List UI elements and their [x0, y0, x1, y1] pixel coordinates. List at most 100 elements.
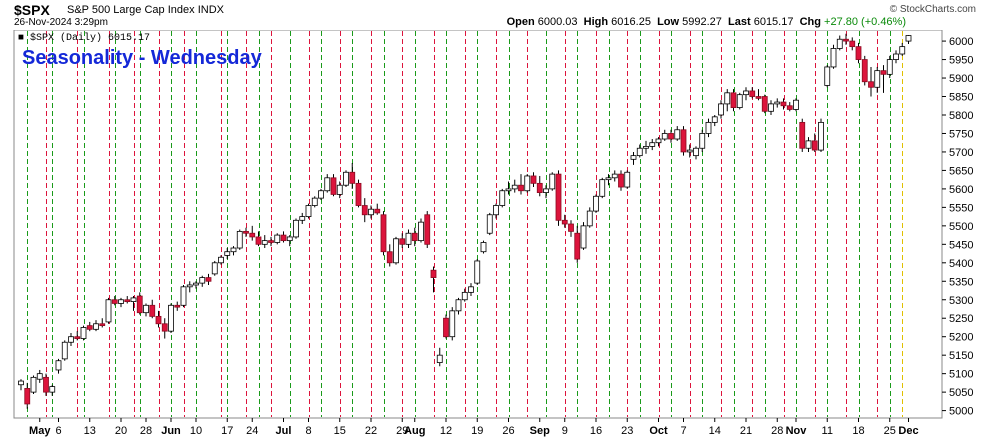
- candle-body: [855, 46, 862, 60]
- candle-body: [168, 304, 174, 332]
- x-tick-label: 22: [365, 425, 377, 437]
- candle-body: [774, 101, 781, 105]
- candle-body: [680, 129, 687, 153]
- candle-body: [86, 325, 93, 330]
- candle-body: [430, 269, 437, 278]
- candle-body: [474, 260, 481, 284]
- symbol-label: $SPX: [14, 2, 50, 18]
- candle-body: [549, 173, 556, 190]
- candle-body: [543, 188, 549, 193]
- candle-body: [593, 195, 599, 212]
- x-tick-label: 11: [822, 425, 833, 437]
- candle-body: [286, 236, 293, 242]
- candle-body: [649, 142, 656, 147]
- candle-body: [99, 323, 106, 327]
- x-tick-label: Oct: [649, 425, 668, 437]
- candle-body: [180, 286, 187, 306]
- candle-body: [161, 323, 168, 332]
- y-tick-label: 5250: [949, 313, 973, 325]
- candle-body: [143, 304, 149, 314]
- candle-body: [793, 99, 799, 110]
- candle-body: [705, 121, 712, 134]
- candle-body: [55, 360, 62, 371]
- candle-body: [186, 284, 193, 288]
- candle-body: [518, 184, 524, 192]
- candle-body: [374, 208, 381, 214]
- candle-body: [724, 92, 731, 105]
- x-tick-label: 24: [246, 425, 258, 437]
- candle-body: [249, 232, 256, 238]
- exchange-label: INDX: [197, 4, 224, 16]
- candle-body: [399, 238, 406, 245]
- candle-body: [686, 149, 693, 153]
- x-tick-label: Jul: [276, 425, 292, 437]
- candle-body: [636, 147, 643, 157]
- candle-body: [443, 317, 449, 338]
- candle-body: [224, 251, 231, 256]
- candle-body: [205, 277, 212, 282]
- candle-body: [130, 297, 137, 302]
- candle-body: [243, 230, 249, 234]
- x-tick-label: 7: [680, 425, 686, 437]
- candlestick-chart: 5000 5050 5100 5150 5200 5250 5300 5350 5400 5450…: [13, 30, 973, 437]
- candle-body: [768, 103, 774, 112]
- x-tick-label: Nov: [786, 425, 808, 437]
- candle-body: [461, 291, 468, 301]
- candle-body: [618, 173, 624, 188]
- candle-body: [193, 282, 199, 286]
- candle-body: [830, 48, 837, 68]
- candle-body: [849, 40, 856, 48]
- candle-body: [749, 90, 756, 97]
- candle-body: [211, 262, 218, 275]
- candle-body: [836, 38, 843, 49]
- candle-body: [149, 304, 156, 317]
- x-tick-label: 17: [221, 425, 233, 437]
- candle-body: [468, 286, 474, 293]
- candle-body: [811, 140, 818, 151]
- candle-body: [255, 236, 262, 245]
- candle-body: [380, 214, 387, 253]
- candle-body: [230, 247, 237, 253]
- legend-label: ■ $SPX (Daily) 6015.17: [18, 32, 150, 44]
- candle-body: [111, 299, 118, 304]
- y-tick-label: 5900: [949, 73, 973, 85]
- candle-body: [880, 70, 887, 75]
- candle-body: [805, 140, 812, 149]
- candle-body: [874, 70, 881, 88]
- candle-body: [536, 182, 543, 193]
- candle-body: [361, 205, 368, 216]
- x-tick-label: Dec: [898, 425, 918, 437]
- stockcharts-brand: © StockCharts.com: [889, 4, 976, 15]
- candle-body: [293, 219, 299, 238]
- candle-body: [493, 205, 499, 216]
- x-tick-label: 20: [115, 425, 127, 437]
- candle-body: [886, 59, 893, 75]
- candle-body: [30, 376, 37, 393]
- candle-body: [80, 327, 87, 339]
- x-tick-label: 19: [471, 425, 483, 437]
- candle-body: [843, 38, 849, 42]
- x-tick-label: 28: [771, 425, 783, 437]
- y-tick-label: 5500: [949, 221, 973, 233]
- candle-body: [49, 386, 56, 393]
- candle-body: [424, 214, 431, 245]
- candle-body: [561, 219, 568, 225]
- candle-body: [343, 171, 349, 186]
- candle-body: [368, 208, 374, 216]
- y-tick-label: 5000: [949, 406, 973, 418]
- candle-body: [580, 225, 587, 249]
- candle-body: [655, 138, 662, 144]
- candle-body: [586, 210, 593, 227]
- candle-body: [174, 304, 181, 308]
- candle-body: [486, 214, 493, 234]
- candle-body: [36, 373, 43, 380]
- candle-body: [643, 146, 649, 149]
- candle-body: [43, 376, 49, 393]
- candle-body: [868, 81, 874, 88]
- candle-body: [905, 35, 912, 42]
- x-tick-label: 15: [334, 425, 346, 437]
- low-value: 5992.27: [682, 16, 722, 28]
- candle-body: [324, 177, 331, 192]
- candle-body: [124, 299, 131, 302]
- y-tick-label: 5850: [949, 92, 973, 104]
